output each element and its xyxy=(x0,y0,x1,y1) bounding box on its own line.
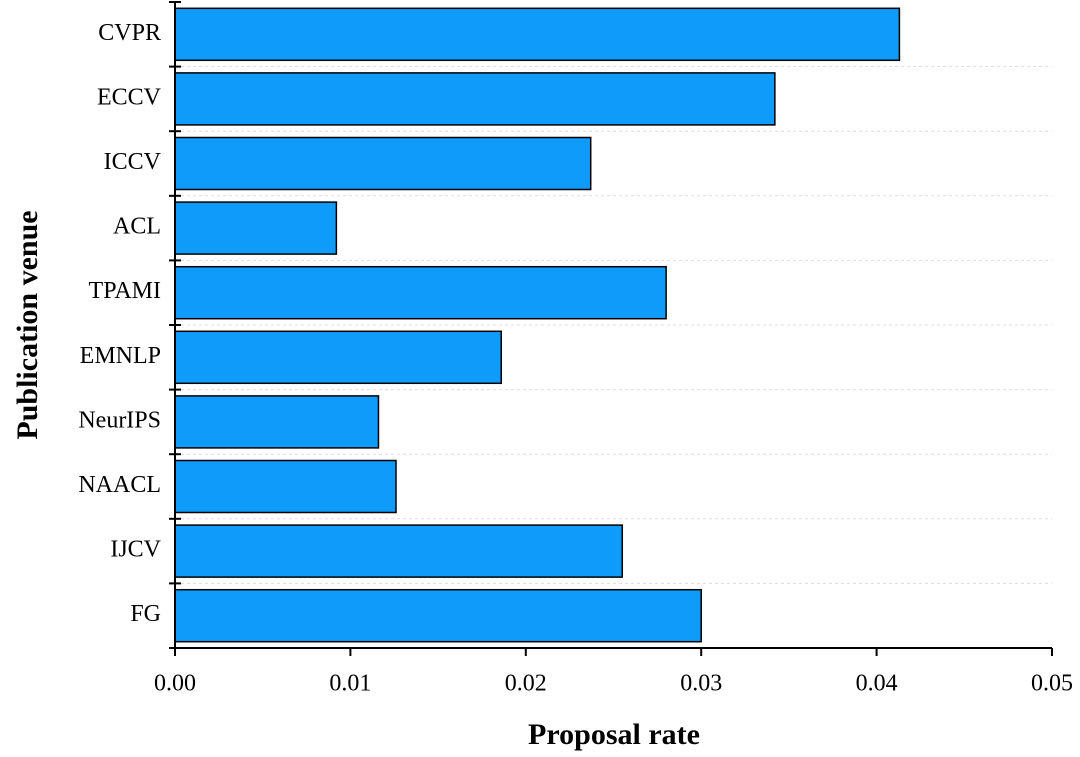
bar xyxy=(174,395,380,449)
bar xyxy=(174,136,592,191)
y-tick-label: NAACL xyxy=(78,472,161,498)
bar xyxy=(174,330,502,385)
bar xyxy=(174,201,338,255)
y-tick-label: NeurIPS xyxy=(78,407,161,433)
y-tick-label: IJCV xyxy=(110,537,161,563)
bar xyxy=(174,7,901,62)
bar xyxy=(174,265,667,320)
bar xyxy=(174,459,397,514)
y-tick-label: FG xyxy=(130,601,161,627)
y-tick-label: ACL xyxy=(113,214,161,240)
y-axis-title: Publication venue xyxy=(11,210,44,439)
y-tick-label: ICCV xyxy=(104,149,162,175)
y-tick-label: CVPR xyxy=(98,20,161,46)
x-tick-label: 0.03 xyxy=(680,671,722,697)
bar xyxy=(174,588,702,643)
y-tick-label: EMNLP xyxy=(80,343,161,369)
x-axis-title: Proposal rate xyxy=(528,718,700,751)
bar xyxy=(174,524,624,578)
y-tick-label: TPAMI xyxy=(89,278,161,304)
x-tick-label: 0.01 xyxy=(329,671,371,697)
x-tick-label: 0.02 xyxy=(505,671,547,697)
x-tick-label: 0.05 xyxy=(1031,671,1073,697)
x-tick-label: 0.04 xyxy=(856,671,898,697)
x-tick-label: 0.00 xyxy=(154,671,196,697)
y-tick-label: ECCV xyxy=(97,84,162,110)
bar xyxy=(174,72,776,126)
